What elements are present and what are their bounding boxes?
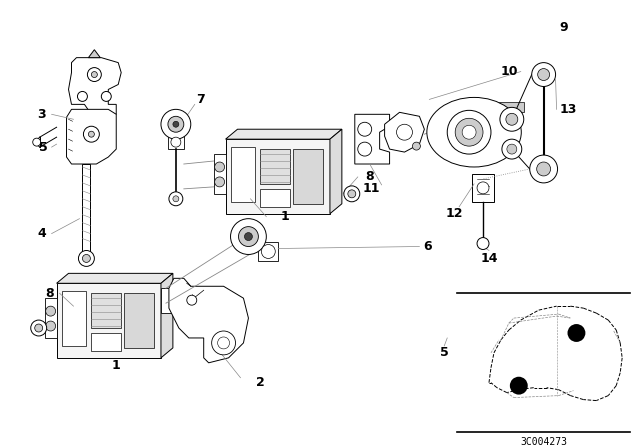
Polygon shape xyxy=(355,114,390,164)
Polygon shape xyxy=(169,278,248,363)
Circle shape xyxy=(83,126,99,142)
Circle shape xyxy=(79,250,94,267)
Circle shape xyxy=(412,142,420,150)
Circle shape xyxy=(92,72,97,78)
Polygon shape xyxy=(259,241,278,262)
Text: 4: 4 xyxy=(37,227,46,240)
Text: 7: 7 xyxy=(196,93,205,106)
Circle shape xyxy=(88,68,101,82)
Polygon shape xyxy=(88,50,100,58)
Circle shape xyxy=(230,219,266,254)
Bar xyxy=(260,189,290,207)
Circle shape xyxy=(477,182,489,194)
Polygon shape xyxy=(67,109,116,164)
Circle shape xyxy=(261,245,275,258)
Text: 8: 8 xyxy=(365,170,374,183)
Text: 2: 2 xyxy=(256,376,265,389)
Circle shape xyxy=(31,320,47,336)
Bar xyxy=(92,333,121,351)
Text: 5: 5 xyxy=(440,346,449,359)
Text: 3: 3 xyxy=(37,108,46,121)
Circle shape xyxy=(455,118,483,146)
Circle shape xyxy=(568,324,586,342)
Circle shape xyxy=(33,138,41,146)
Circle shape xyxy=(510,377,528,395)
Polygon shape xyxy=(161,288,181,313)
Polygon shape xyxy=(499,103,524,112)
Circle shape xyxy=(161,109,191,139)
Bar xyxy=(230,147,255,202)
Bar xyxy=(293,149,323,204)
Polygon shape xyxy=(68,58,121,114)
Bar xyxy=(260,149,290,184)
Polygon shape xyxy=(385,112,424,152)
Text: 14: 14 xyxy=(480,252,498,265)
Circle shape xyxy=(462,125,476,139)
Circle shape xyxy=(88,131,94,137)
Circle shape xyxy=(358,122,372,136)
Polygon shape xyxy=(225,129,342,139)
Circle shape xyxy=(214,162,225,172)
Text: 3C004273: 3C004273 xyxy=(520,437,567,448)
Circle shape xyxy=(537,162,550,176)
Text: 10: 10 xyxy=(500,65,518,78)
Text: 13: 13 xyxy=(560,103,577,116)
Bar xyxy=(472,174,494,202)
Polygon shape xyxy=(330,129,342,214)
Circle shape xyxy=(397,124,412,140)
Polygon shape xyxy=(161,273,173,358)
Circle shape xyxy=(77,91,88,101)
Polygon shape xyxy=(56,283,161,358)
Circle shape xyxy=(244,233,252,241)
Circle shape xyxy=(506,113,518,125)
Text: 5: 5 xyxy=(39,141,48,154)
Circle shape xyxy=(358,142,372,156)
Circle shape xyxy=(35,324,43,332)
Circle shape xyxy=(344,186,360,202)
Circle shape xyxy=(348,190,356,198)
Polygon shape xyxy=(45,298,56,338)
Circle shape xyxy=(239,227,259,246)
Circle shape xyxy=(83,254,90,263)
Polygon shape xyxy=(168,136,184,149)
Circle shape xyxy=(502,139,522,159)
Text: 6: 6 xyxy=(423,240,431,253)
Bar xyxy=(444,114,489,149)
Circle shape xyxy=(45,306,56,316)
Text: 11: 11 xyxy=(363,182,380,195)
Circle shape xyxy=(173,196,179,202)
Polygon shape xyxy=(214,154,225,194)
Circle shape xyxy=(168,116,184,132)
Circle shape xyxy=(538,69,550,81)
Circle shape xyxy=(214,177,225,187)
Circle shape xyxy=(212,331,236,355)
Circle shape xyxy=(447,110,491,154)
Circle shape xyxy=(187,295,196,305)
Text: 9: 9 xyxy=(559,22,568,34)
Circle shape xyxy=(500,108,524,131)
Circle shape xyxy=(477,237,489,250)
Text: 1: 1 xyxy=(281,210,289,223)
Circle shape xyxy=(45,321,56,331)
Bar xyxy=(124,293,154,348)
Bar xyxy=(92,293,121,328)
Text: 8: 8 xyxy=(45,287,54,300)
Circle shape xyxy=(101,91,111,101)
Circle shape xyxy=(507,144,517,154)
Text: 1: 1 xyxy=(112,359,120,372)
Circle shape xyxy=(169,192,183,206)
Circle shape xyxy=(530,155,557,183)
Bar xyxy=(61,291,86,346)
Circle shape xyxy=(173,121,179,127)
Ellipse shape xyxy=(427,97,522,167)
Circle shape xyxy=(171,137,181,147)
Circle shape xyxy=(218,337,230,349)
Text: 12: 12 xyxy=(445,207,463,220)
Polygon shape xyxy=(225,139,330,214)
Bar xyxy=(83,164,90,254)
Circle shape xyxy=(532,63,556,86)
Polygon shape xyxy=(56,273,173,283)
